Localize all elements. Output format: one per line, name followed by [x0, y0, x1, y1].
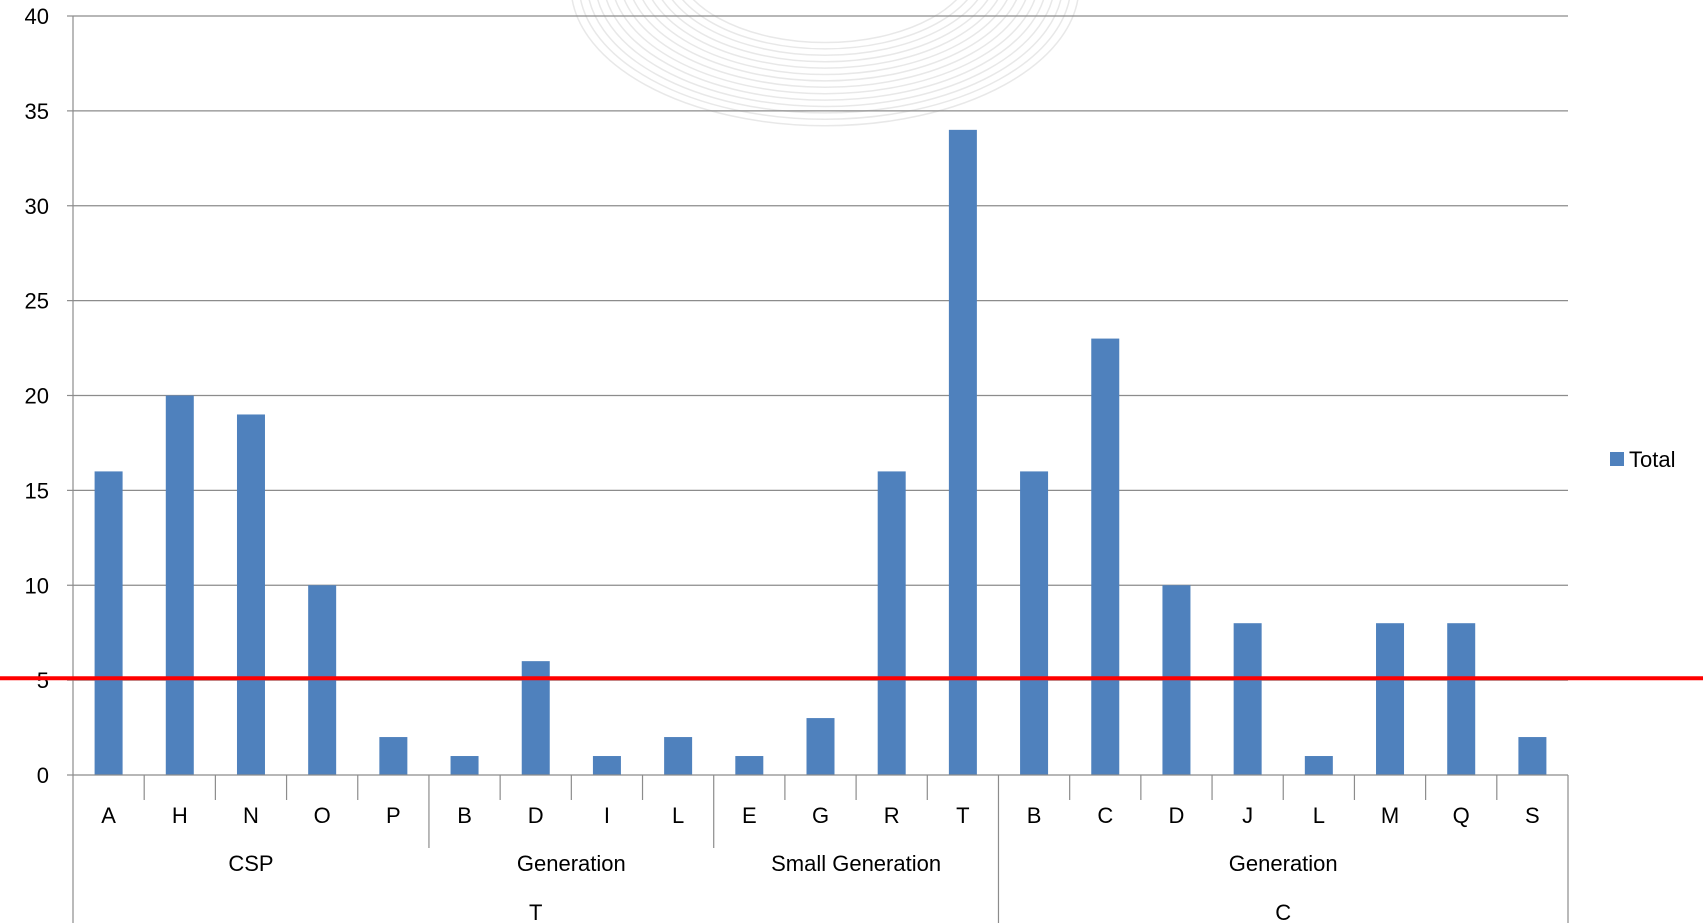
category-label: H	[172, 803, 188, 828]
watermark-arc	[571, 0, 1079, 127]
bar	[735, 756, 764, 775]
y-tick-label: 30	[25, 194, 49, 219]
watermark-arcs	[571, 0, 1079, 127]
category-label: D	[528, 803, 544, 828]
watermark-arc	[623, 0, 1027, 89]
watermark-arc	[597, 0, 1053, 108]
bar	[592, 756, 621, 775]
y-tick-label: 20	[25, 384, 49, 409]
y-tick-label: 35	[25, 99, 49, 124]
bar	[1233, 623, 1262, 775]
bar	[877, 471, 906, 775]
watermark-arc	[651, 0, 999, 69]
category-label: B	[1027, 803, 1042, 828]
group-label-level2: Small Generation	[771, 851, 941, 876]
gridlines	[73, 15, 1568, 681]
category-label: S	[1525, 803, 1540, 828]
category-label: J	[1242, 803, 1253, 828]
bar	[1304, 756, 1333, 775]
category-label: O	[314, 803, 331, 828]
bar	[1376, 623, 1405, 775]
category-label: M	[1381, 803, 1399, 828]
legend-label-total: Total	[1629, 447, 1675, 472]
category-label: D	[1169, 803, 1185, 828]
watermark-arc	[671, 0, 979, 57]
watermark-arc	[681, 0, 969, 50]
category-label: I	[604, 803, 610, 828]
category-label: P	[386, 803, 401, 828]
watermark-arc	[661, 0, 989, 63]
watermark-arc	[642, 0, 1008, 76]
bar	[450, 756, 479, 775]
y-tick-labels: 0 5 10 15 20 25 30 35 40	[25, 4, 49, 788]
bar	[1518, 737, 1547, 775]
bar	[948, 129, 977, 776]
legend-swatch-total	[1610, 452, 1624, 466]
y-tick-label: 40	[25, 4, 49, 29]
bar	[165, 395, 194, 775]
group-label-level1: C	[1275, 900, 1291, 923]
category-label: A	[101, 803, 116, 828]
category-label: B	[457, 803, 472, 828]
y-tick-label: 10	[25, 573, 49, 598]
category-label: R	[884, 803, 900, 828]
legend: Total	[1610, 447, 1675, 472]
watermark-arc	[632, 0, 1018, 82]
category-label: C	[1097, 803, 1113, 828]
category-label: T	[956, 803, 969, 828]
watermark-arc	[605, 0, 1045, 101]
bar	[1020, 471, 1049, 775]
y-tick-label: 25	[25, 289, 49, 314]
bar	[1091, 338, 1120, 775]
group-label-level2: CSP	[228, 851, 273, 876]
watermark-arc	[614, 0, 1036, 95]
category-label: L	[1313, 803, 1325, 828]
group-label-level2: Generation	[517, 851, 626, 876]
bar	[806, 718, 835, 775]
y-tick-label: 15	[25, 478, 49, 503]
watermark-arc	[692, 0, 958, 44]
bar	[1447, 623, 1476, 775]
group-label-level1: T	[529, 900, 542, 923]
bar	[379, 737, 408, 775]
watermark-arc	[580, 0, 1070, 121]
axes	[67, 15, 1569, 923]
bar	[664, 737, 693, 775]
group-label-level2: Generation	[1229, 851, 1338, 876]
category-label: G	[812, 803, 829, 828]
category-label: E	[742, 803, 757, 828]
category-labels: A H N O P B D I L E G R T B C D J L M Q S CSP Generation Small …	[101, 803, 1539, 923]
y-tick-label: 0	[37, 763, 49, 788]
watermark-arc	[588, 0, 1062, 114]
category-label: L	[672, 803, 684, 828]
category-label: Q	[1453, 803, 1470, 828]
bar	[236, 414, 265, 775]
category-label: N	[243, 803, 259, 828]
bar	[94, 471, 123, 775]
y-tick-label: 5	[37, 668, 49, 693]
